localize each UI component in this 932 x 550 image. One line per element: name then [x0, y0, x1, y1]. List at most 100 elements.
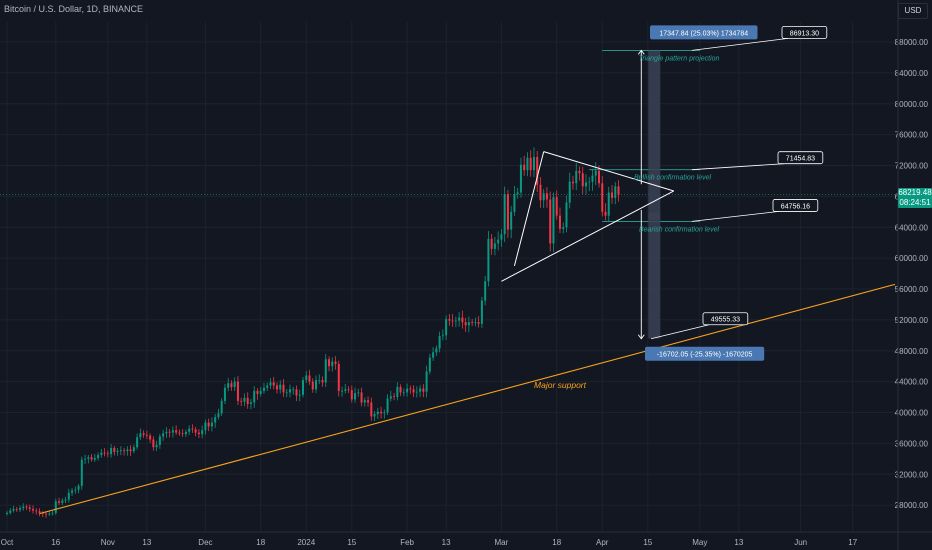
candle-body: [506, 194, 509, 230]
candle-body: [588, 181, 591, 183]
candle-body: [45, 513, 48, 515]
candle-body: [578, 170, 581, 174]
y-tick-label: 48000.00: [895, 347, 929, 356]
candle-body: [451, 320, 454, 322]
candle-body: [32, 508, 35, 511]
candle-body: [324, 359, 327, 383]
candle-body: [448, 319, 451, 321]
candle-body: [295, 389, 298, 396]
candle-body: [542, 193, 545, 201]
candle-body: [25, 506, 28, 508]
measure-arrowhead: [637, 49, 645, 55]
candle-body: [155, 444, 158, 448]
y-tick-label: 32000.00: [895, 470, 929, 479]
y-tick-label: 64000.00: [895, 223, 929, 232]
candle-body: [415, 391, 418, 393]
candle-body: [298, 394, 301, 396]
candle-body: [136, 437, 139, 448]
x-tick-label: 13: [734, 538, 743, 547]
candle-body: [497, 239, 500, 244]
candle-body: [614, 186, 617, 198]
candle-body: [236, 381, 239, 401]
triangle-base-line: [513, 151, 545, 266]
candle-body: [233, 381, 236, 388]
x-tick-label: 13: [442, 538, 451, 547]
candle-body: [383, 412, 386, 414]
candle-body: [87, 457, 90, 459]
y-tick-label: 80000.00: [895, 100, 929, 109]
candle-body: [490, 238, 493, 249]
candle-body: [474, 322, 477, 323]
candle-body: [337, 363, 340, 391]
candle-body: [584, 182, 587, 187]
candle-body: [5, 512, 9, 514]
candle-body: [513, 194, 516, 212]
candle-body: [360, 392, 363, 403]
candle-body: [545, 193, 548, 200]
callout-value: 64756.16: [781, 203, 810, 210]
candle-body: [243, 397, 246, 402]
candle-body: [71, 490, 74, 493]
candle-body: [575, 170, 578, 184]
candle-body: [145, 434, 148, 436]
candle-body: [139, 433, 142, 438]
candle-body: [321, 380, 324, 383]
candle-body: [194, 429, 197, 433]
candle-body: [611, 192, 614, 198]
candle-body: [350, 390, 353, 400]
candle-body: [445, 319, 448, 336]
candle-body: [328, 359, 331, 367]
y-tick-label: 40000.00: [895, 409, 929, 418]
x-tick-label: 15: [347, 538, 356, 547]
candle-body: [354, 393, 357, 400]
grid: [0, 22, 898, 532]
candle-body: [74, 489, 77, 491]
candle-body: [210, 422, 213, 427]
candle-body: [484, 281, 487, 301]
candle-body: [110, 448, 113, 455]
candle-body: [223, 387, 226, 401]
candle-body: [458, 317, 461, 321]
candle-body: [285, 392, 288, 394]
callout-box: [702, 312, 749, 326]
candle-body: [552, 197, 555, 244]
candle-body: [357, 392, 360, 394]
candle-body: [275, 385, 278, 390]
x-axis: Oct 16 Nov 13 Dec 18 2024 15 Feb 13 Mar 18 Apr 15 May 1…: [0, 531, 932, 547]
candle-body: [152, 439, 155, 448]
candle-body: [256, 390, 259, 394]
candle-body: [22, 506, 25, 509]
y-tick-label: 56000.00: [895, 285, 929, 294]
x-tick-label: 15: [643, 538, 652, 547]
y-tick-label: 44000.00: [895, 378, 929, 387]
candle-body: [19, 508, 22, 510]
triangle-upper-line: [543, 151, 674, 192]
candle-body: [441, 335, 444, 337]
candle-body: [132, 447, 135, 452]
candle-body: [419, 388, 422, 392]
candle-body: [558, 215, 561, 229]
measure-label-box: [650, 25, 758, 40]
candle-body: [334, 361, 337, 364]
candle-body: [565, 202, 568, 228]
candle-body: [217, 413, 220, 418]
candle-body: [432, 352, 435, 358]
chart-title: Bitcoin / U.S. Dollar, 1D, BINANCE: [4, 4, 144, 14]
y-tick-label: 36000.00: [895, 439, 929, 448]
measure-label-text: 17347.84 (25.03%) 1734784: [659, 30, 748, 37]
candle-body: [48, 513, 51, 515]
candle-body: [607, 192, 610, 216]
candle-body: [438, 336, 441, 349]
candle-body: [500, 234, 503, 240]
callout-pointer: [691, 163, 785, 171]
candle-body: [591, 175, 594, 182]
callout-pointer: [691, 37, 789, 51]
candle-body: [90, 457, 93, 460]
candle-body: [422, 388, 425, 392]
x-tick-label: 2024: [297, 538, 315, 547]
candle-body: [480, 300, 483, 324]
candle-body: [503, 194, 506, 235]
candle-body: [341, 390, 344, 392]
candle-body: [253, 390, 256, 403]
